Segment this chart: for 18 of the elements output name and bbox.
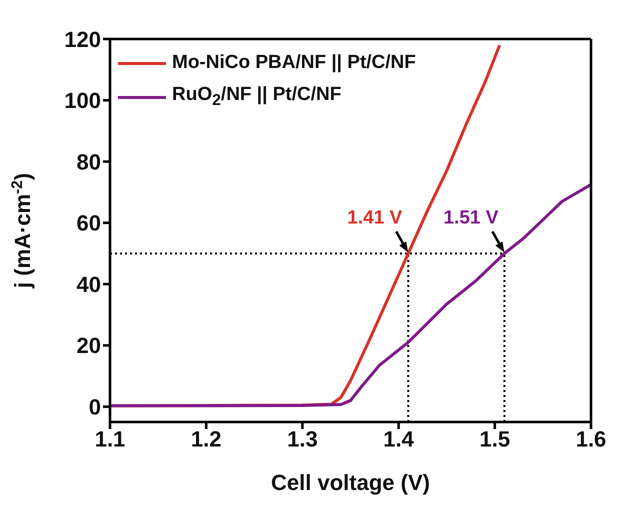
legend-label: RuO$_{2}$/NF || Pt/C/NF — [172, 84, 342, 110]
annotation: 1.41 V — [347, 207, 403, 228]
x-tick-label: 1.6 — [576, 426, 606, 452]
y-tick-label: 80 — [76, 149, 101, 174]
y-tick-label: 0 — [88, 394, 101, 420]
legend-label: Mo-NiCo PBA/NF || Pt/C/NF — [172, 52, 416, 74]
y-tick-label: 60 — [76, 210, 101, 236]
annotation: 1.51 V — [443, 207, 499, 228]
y-tick-label: 20 — [76, 333, 101, 358]
y-tick-label: 40 — [76, 272, 101, 297]
x-axis-title: Cell voltage (V) — [271, 470, 430, 495]
x-tick-label: 1.1 — [94, 426, 126, 452]
x-tick-label: 1.5 — [480, 426, 510, 452]
y-tick-label: 120 — [64, 26, 101, 52]
x-tick-label: 1.4 — [383, 426, 415, 452]
x-tick-label: 1.3 — [287, 426, 318, 452]
x-tick-label: 1.2 — [190, 426, 222, 452]
y-tick-label: 100 — [64, 88, 101, 114]
